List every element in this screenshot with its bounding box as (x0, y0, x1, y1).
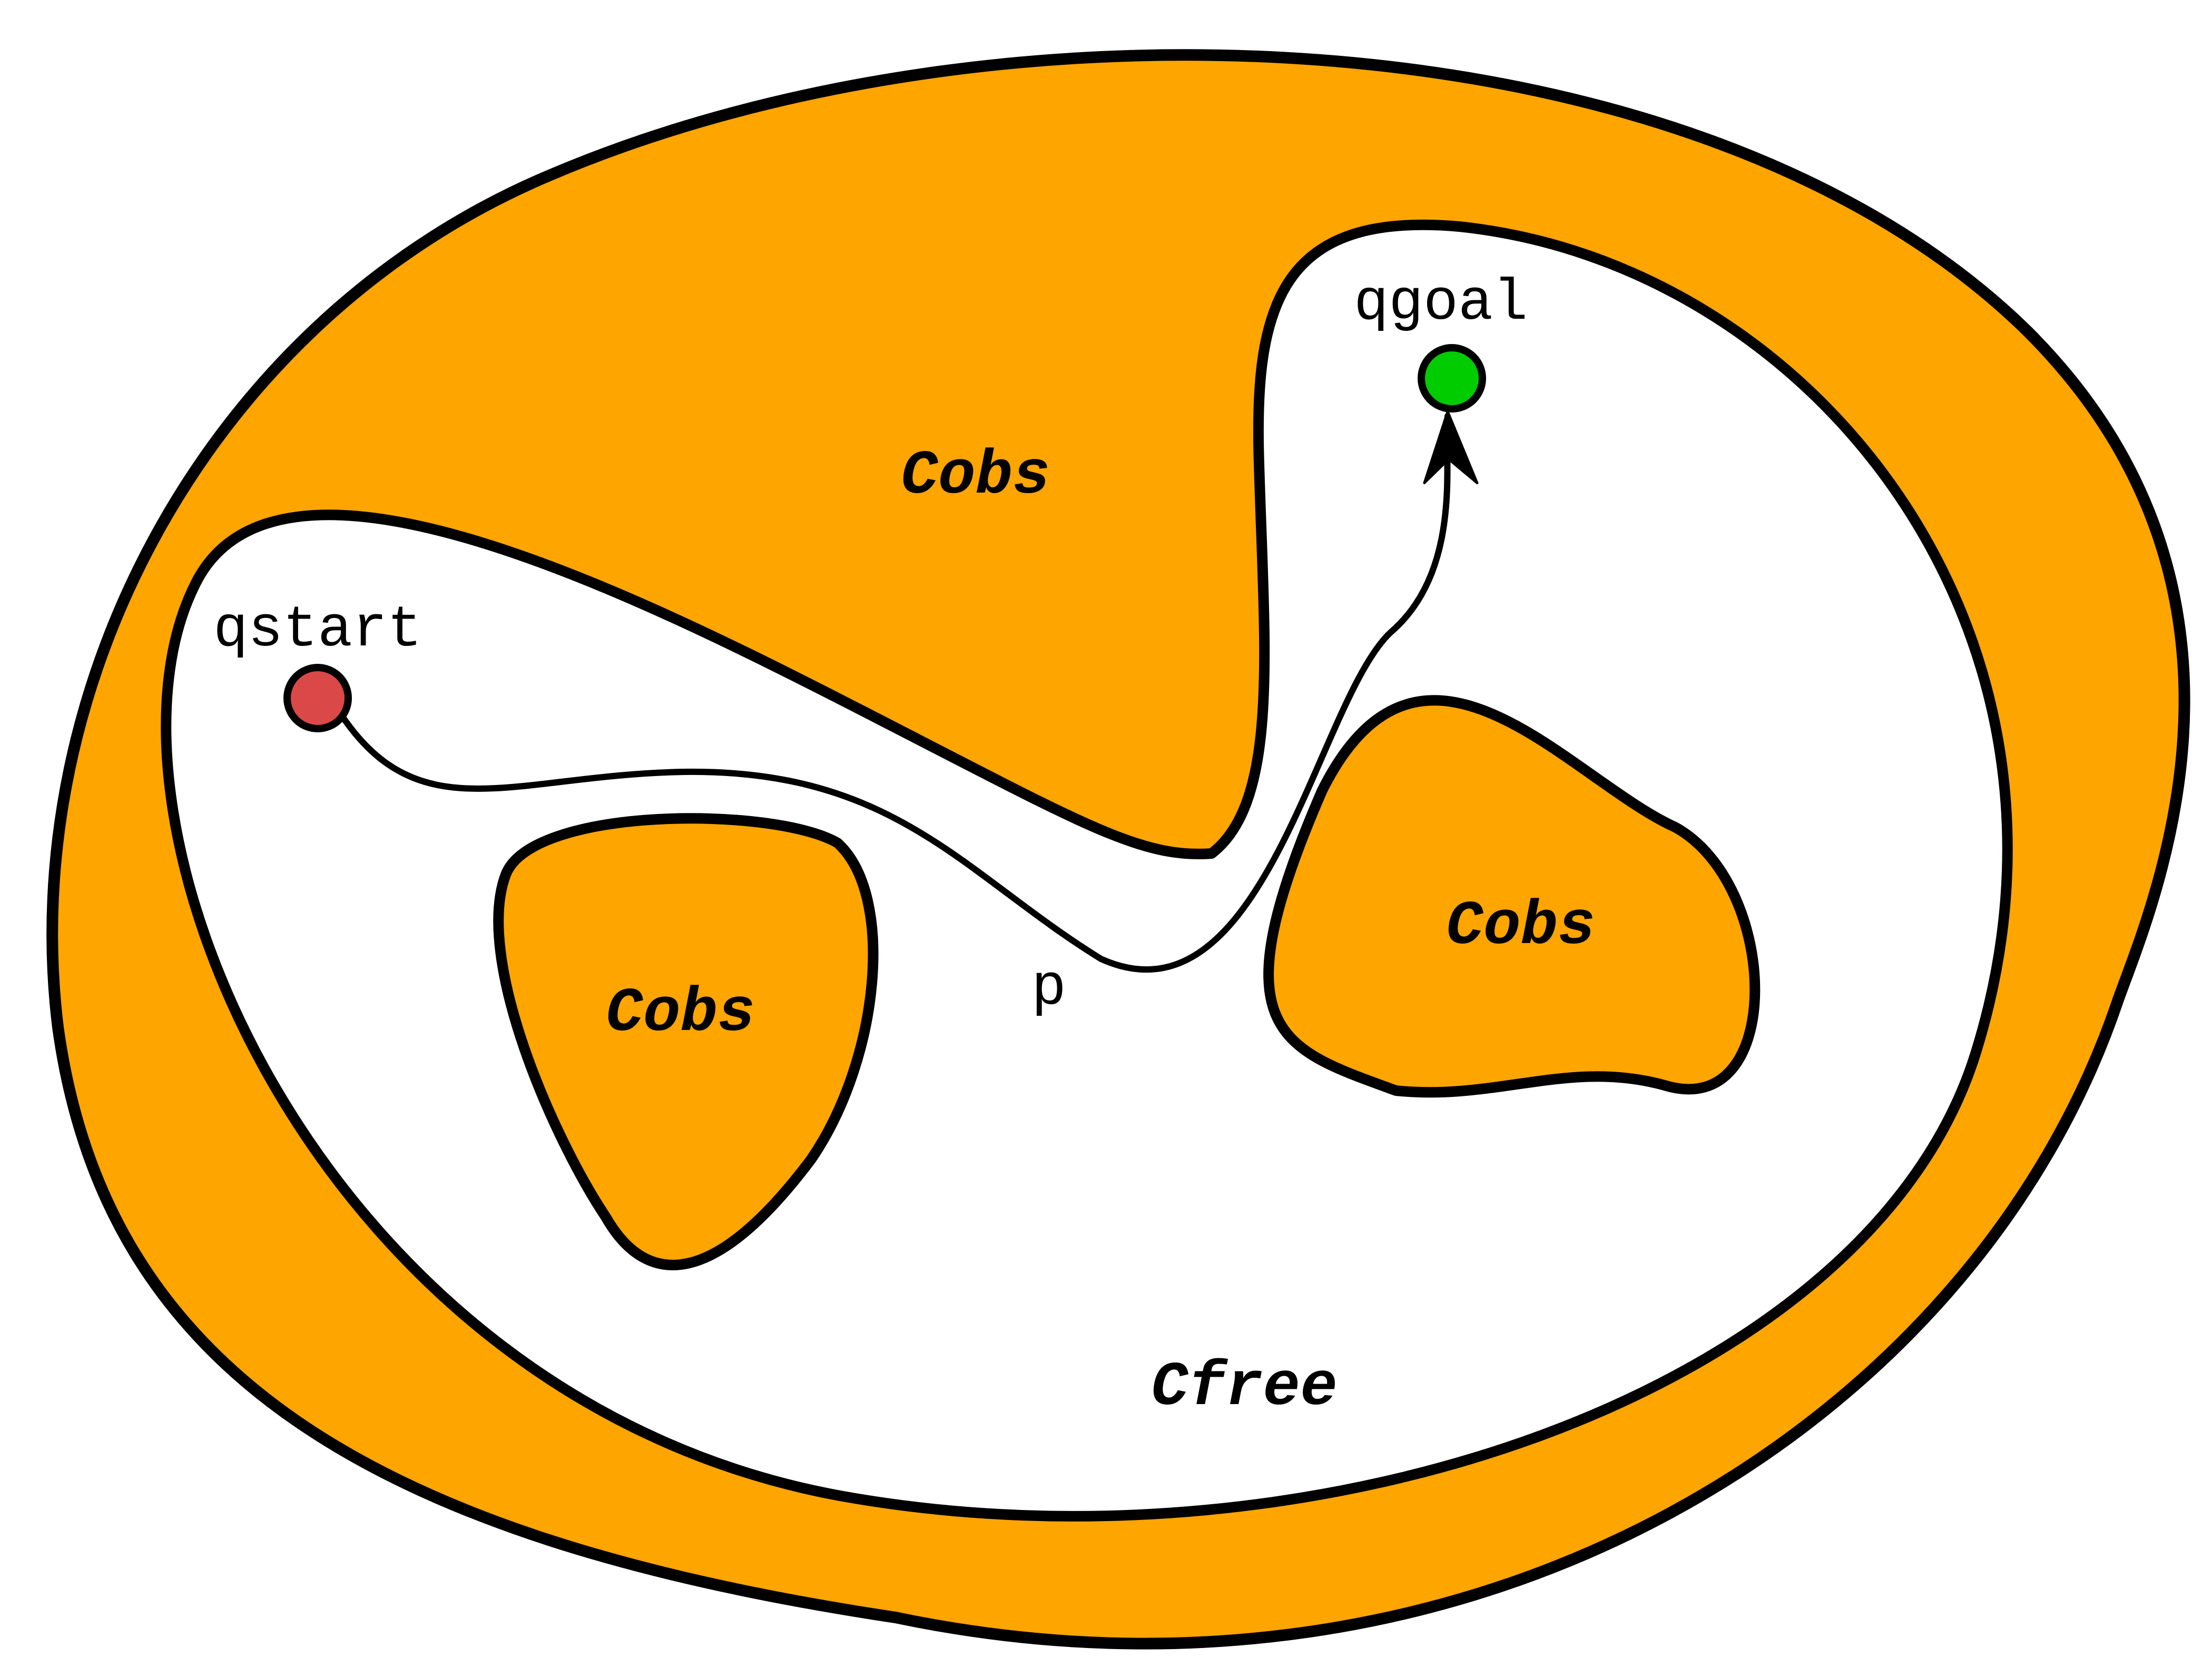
goal-marker (1418, 344, 1486, 413)
free-space-label: Cfree (1151, 1353, 1338, 1423)
start-marker (283, 664, 352, 732)
path-p (339, 413, 1451, 973)
goal-label: qgoal (1354, 271, 1528, 337)
obstacle-left-label: Cobs (606, 979, 755, 1049)
path-label: p (1031, 956, 1066, 1022)
path-arrowhead (1423, 408, 1479, 485)
left-obstacle (493, 813, 879, 1270)
right-obstacle (1263, 695, 1761, 1098)
obstacle-top-label: Cobs (901, 442, 1050, 512)
start-label: qstart (213, 597, 422, 663)
obstacle-right-label: Cobs (1446, 892, 1595, 962)
